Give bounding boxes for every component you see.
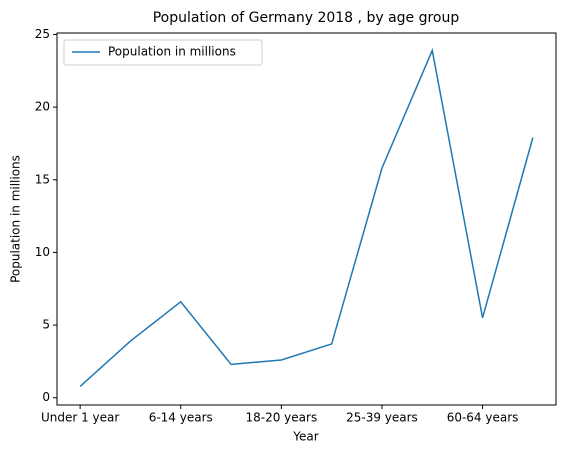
plot-frame (56, 32, 557, 406)
y-tick-label: 20 (35, 100, 50, 114)
x-axis-label: Year (292, 430, 318, 444)
x-tick-label: Under 1 year (41, 411, 119, 425)
chart-title: Population of Germany 2018 , by age grou… (153, 10, 460, 26)
y-tick-label: 0 (42, 390, 50, 404)
y-tick-label: 10 (35, 245, 50, 259)
x-tick-label: 25-39 years (346, 411, 418, 425)
y-axis-label: Population in millions (9, 155, 23, 283)
x-tick-label: 6-14 years (149, 411, 213, 425)
legend-box (63, 39, 263, 66)
x-tick-label: 18-20 years (245, 411, 317, 425)
legend-label: Population in millions (108, 45, 236, 59)
x-tick-label: 60-64 years (447, 411, 519, 425)
line (79, 47, 534, 387)
y-tick-label: 5 (42, 318, 50, 332)
y-tick-label: 25 (35, 27, 50, 41)
y-tick-label: 15 (35, 172, 50, 186)
